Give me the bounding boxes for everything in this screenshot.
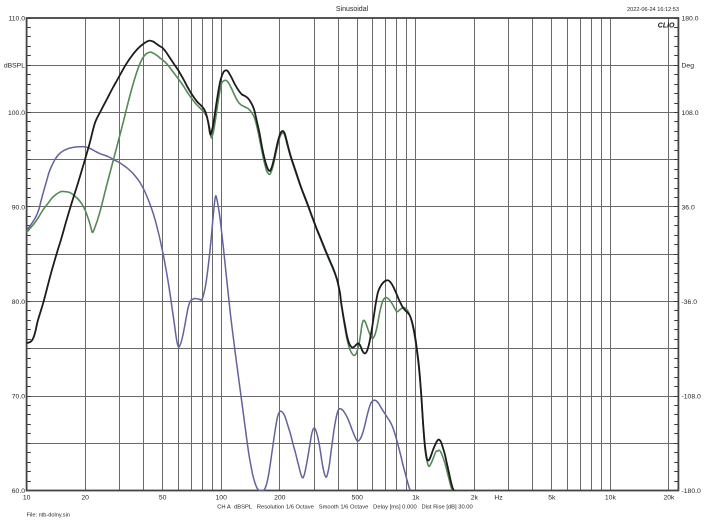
- svg-text:20: 20: [81, 495, 89, 502]
- svg-text:CH A dBSPL Resolution 1/6 O: CH A dBSPL Resolution 1/6 Octave Smooth …: [217, 505, 473, 511]
- svg-text:80.0: 80.0: [12, 299, 25, 306]
- svg-text:200: 200: [274, 495, 286, 502]
- svg-text:100: 100: [216, 495, 228, 502]
- svg-text:36.0: 36.0: [682, 204, 695, 211]
- svg-text:Hz: Hz: [494, 495, 503, 502]
- svg-text:2k: 2k: [471, 495, 479, 502]
- svg-text:5k: 5k: [548, 495, 556, 502]
- svg-text:CLIO: CLIO: [658, 23, 675, 30]
- svg-text:50: 50: [159, 495, 167, 502]
- svg-text:-36.0: -36.0: [682, 299, 698, 306]
- svg-text:110.0: 110.0: [8, 15, 25, 22]
- svg-text:10: 10: [23, 495, 31, 502]
- svg-text:20k: 20k: [663, 495, 675, 502]
- svg-text:1k: 1k: [412, 495, 420, 502]
- svg-text:10k: 10k: [605, 495, 617, 502]
- svg-text:180.0: 180.0: [682, 15, 699, 22]
- svg-text:-180.0: -180.0: [682, 488, 701, 495]
- svg-text:100.0: 100.0: [8, 110, 25, 117]
- svg-text:2022-06-24 16:12:53: 2022-06-24 16:12:53: [627, 7, 679, 13]
- svg-text:500: 500: [352, 495, 364, 502]
- svg-text:108.0: 108.0: [682, 110, 699, 117]
- svg-text:60.0: 60.0: [12, 488, 25, 495]
- svg-text:90.0: 90.0: [12, 204, 25, 211]
- svg-text:70.0: 70.0: [12, 393, 25, 400]
- svg-text:File: ntb-dolny.sin: File: ntb-dolny.sin: [27, 513, 70, 519]
- svg-text:Deg: Deg: [682, 63, 695, 70]
- svg-text:-108.0: -108.0: [682, 393, 701, 400]
- svg-text:Sinusoidal: Sinusoidal: [336, 6, 369, 13]
- svg-text:dBSPL: dBSPL: [4, 63, 25, 70]
